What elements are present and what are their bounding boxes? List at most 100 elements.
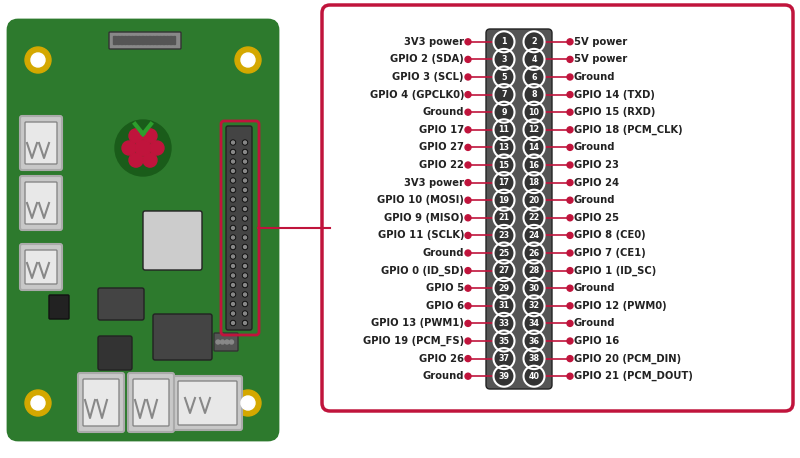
Text: GPIO 24: GPIO 24 [574, 178, 619, 188]
Circle shape [231, 322, 234, 325]
Text: GPIO 21 (PCM_DOUT): GPIO 21 (PCM_DOUT) [574, 371, 693, 382]
Circle shape [494, 242, 514, 263]
Circle shape [243, 169, 246, 173]
Circle shape [465, 250, 471, 256]
Bar [130, 36, 133, 44]
FancyBboxPatch shape [49, 295, 69, 319]
Text: 29: 29 [498, 284, 510, 293]
Circle shape [225, 340, 229, 344]
Circle shape [494, 154, 514, 175]
Text: 18: 18 [529, 178, 539, 187]
Circle shape [242, 159, 247, 164]
Circle shape [243, 255, 246, 258]
Circle shape [242, 245, 247, 250]
Text: 14: 14 [529, 143, 539, 152]
FancyBboxPatch shape [128, 373, 174, 432]
Text: 11: 11 [498, 125, 510, 134]
Circle shape [242, 216, 247, 221]
Circle shape [230, 245, 235, 250]
Text: GPIO 18 (PCM_CLK): GPIO 18 (PCM_CLK) [574, 125, 682, 135]
Circle shape [230, 292, 235, 297]
Circle shape [494, 260, 514, 281]
Circle shape [243, 160, 246, 163]
Circle shape [523, 365, 545, 387]
Text: 32: 32 [529, 301, 539, 311]
Text: 7: 7 [502, 90, 506, 99]
Text: 12: 12 [529, 125, 539, 134]
Circle shape [230, 340, 234, 344]
Circle shape [567, 355, 573, 362]
Text: 21: 21 [498, 213, 510, 222]
Circle shape [567, 215, 573, 221]
Text: 5: 5 [502, 72, 506, 82]
Text: Ground: Ground [422, 248, 464, 258]
Circle shape [230, 235, 235, 240]
Circle shape [231, 169, 234, 173]
Circle shape [242, 197, 247, 202]
Circle shape [465, 373, 471, 379]
Text: GPIO 17: GPIO 17 [419, 125, 464, 135]
Circle shape [465, 56, 471, 62]
Circle shape [523, 313, 545, 334]
Text: 8: 8 [531, 90, 537, 99]
FancyBboxPatch shape [25, 250, 57, 284]
Circle shape [230, 169, 235, 174]
Circle shape [494, 66, 514, 87]
Circle shape [465, 232, 471, 239]
Circle shape [465, 267, 471, 273]
Bar [117, 36, 119, 44]
Circle shape [567, 180, 573, 185]
Circle shape [230, 207, 235, 212]
Text: Ground: Ground [574, 195, 615, 205]
Text: 9: 9 [502, 108, 506, 117]
Circle shape [231, 189, 234, 191]
Circle shape [230, 140, 235, 145]
Circle shape [231, 284, 234, 287]
Circle shape [523, 242, 545, 263]
Text: GPIO 6: GPIO 6 [426, 301, 464, 311]
Circle shape [230, 225, 235, 230]
Circle shape [230, 149, 235, 154]
Circle shape [494, 295, 514, 316]
Text: 15: 15 [498, 160, 510, 169]
Circle shape [243, 179, 246, 182]
Circle shape [230, 197, 235, 202]
Circle shape [567, 285, 573, 291]
Circle shape [494, 49, 514, 70]
Circle shape [494, 313, 514, 334]
Text: 5V power: 5V power [574, 55, 627, 65]
Circle shape [465, 144, 471, 150]
Circle shape [235, 390, 261, 416]
Circle shape [242, 140, 247, 145]
Text: Ground: Ground [574, 142, 615, 153]
Circle shape [523, 119, 545, 140]
Bar [169, 36, 171, 44]
Circle shape [230, 254, 235, 259]
Circle shape [242, 149, 247, 154]
Circle shape [523, 137, 545, 158]
Circle shape [241, 53, 255, 67]
Bar [145, 36, 147, 44]
Text: GPIO 3 (SCL): GPIO 3 (SCL) [393, 72, 464, 82]
Bar [123, 36, 126, 44]
FancyBboxPatch shape [178, 381, 237, 425]
Bar [134, 36, 137, 44]
Text: GPIO 0 (ID_SD): GPIO 0 (ID_SD) [381, 266, 464, 276]
Text: GPIO 25: GPIO 25 [574, 213, 619, 223]
Circle shape [494, 137, 514, 158]
Circle shape [523, 66, 545, 87]
Text: GPIO 11 (SCLK): GPIO 11 (SCLK) [378, 230, 464, 240]
Circle shape [465, 92, 471, 98]
Circle shape [567, 232, 573, 239]
FancyBboxPatch shape [153, 314, 212, 360]
Circle shape [231, 151, 234, 153]
Text: 23: 23 [498, 231, 510, 240]
Circle shape [231, 312, 234, 315]
Text: GPIO 12 (PWM0): GPIO 12 (PWM0) [574, 301, 666, 311]
Circle shape [494, 190, 514, 211]
Circle shape [231, 227, 234, 229]
Circle shape [216, 340, 220, 344]
FancyBboxPatch shape [83, 379, 119, 426]
Text: 25: 25 [498, 249, 510, 257]
Circle shape [243, 189, 246, 191]
